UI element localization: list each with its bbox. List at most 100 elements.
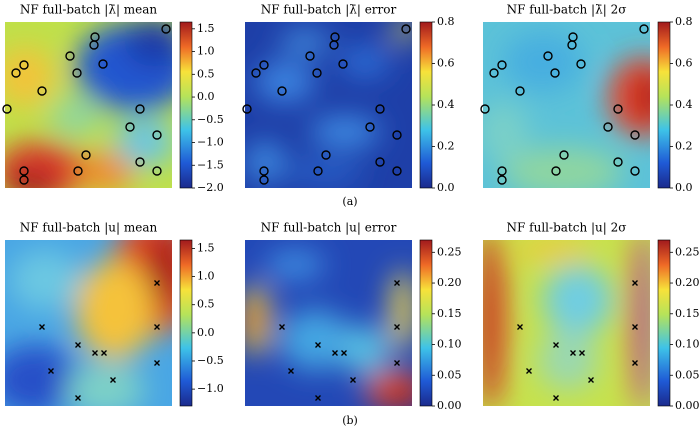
colorbar-tick-label: −1.0 — [197, 382, 224, 395]
heatmap-blob — [393, 22, 412, 40]
sensor-marker — [101, 350, 107, 356]
colorbar — [657, 239, 671, 407]
heatmap-blob — [265, 250, 325, 280]
colorbar-tick-label: 0.0 — [197, 90, 215, 103]
colorbar-tick-label: 0.4 — [675, 98, 693, 111]
sensor-marker — [341, 350, 347, 356]
heatmap-blob — [387, 388, 412, 406]
sensor-marker — [81, 150, 91, 160]
sensor-marker — [567, 40, 577, 50]
heatmap-blob — [483, 102, 528, 162]
colorbar-tick-label: 0.2 — [437, 140, 455, 153]
sensor-marker — [630, 130, 640, 140]
heatmap-blob — [125, 22, 172, 67]
colorbar-tick-label: 0.2 — [675, 140, 693, 153]
heatmap-panel — [245, 240, 412, 406]
colorbar-tick-label: 0.25 — [437, 245, 462, 258]
heatmap-field — [5, 22, 172, 188]
heatmap-blob — [285, 162, 365, 182]
sensor-marker — [305, 51, 315, 61]
colorbar-tick-label: 0.6 — [437, 57, 455, 70]
heatmap-blob — [635, 72, 650, 122]
sensor-marker — [489, 68, 499, 78]
heatmap-blob — [608, 57, 650, 137]
heatmap-blob — [340, 325, 390, 375]
colorbar-tick-label: 0.05 — [437, 368, 462, 381]
sensor-marker — [365, 122, 375, 132]
sensor-marker — [135, 104, 145, 114]
sensor-marker — [65, 51, 75, 61]
colorbar — [179, 239, 193, 407]
sensor-marker — [75, 395, 81, 401]
sensor-marker — [497, 166, 507, 176]
sensor-marker — [338, 59, 348, 69]
heatmap-blob — [10, 250, 80, 310]
sensor-marker — [277, 86, 287, 96]
heatmap-blob — [483, 240, 491, 406]
sensor-marker — [639, 24, 649, 34]
panel-title: NF full-batch |λ̄| error — [261, 3, 397, 17]
sensor-marker — [48, 368, 54, 374]
sensor-marker — [135, 157, 145, 167]
colorbar-tick-label: 0.00 — [675, 399, 700, 412]
sensor-marker — [92, 350, 98, 356]
colorbar-tick-label: −1.5 — [197, 158, 224, 171]
colorbar-tick-label: 0.15 — [437, 307, 462, 320]
sensor-marker — [497, 60, 507, 70]
sensor-marker — [553, 395, 559, 401]
heatmap-blobs — [483, 32, 650, 188]
panel-title: NF full-batch |u| 2σ — [507, 221, 627, 235]
colorbar-tick-label: 0.0 — [675, 181, 693, 194]
sensor-marker — [259, 166, 269, 176]
sensor-marker — [152, 130, 162, 140]
sensor-marker — [315, 342, 321, 348]
sensor-marker — [73, 166, 83, 176]
colorbar-tick-label: 0.5 — [197, 67, 215, 80]
sensor-marker — [375, 157, 385, 167]
sensor-marker — [613, 104, 623, 114]
sensor-marker — [332, 350, 338, 356]
heatmap-blob — [75, 260, 155, 360]
colorbar-tick-label: 0.0 — [197, 326, 215, 339]
heatmap-blob — [5, 345, 80, 406]
heatmap-blob — [280, 310, 350, 370]
sensor-marker — [154, 324, 160, 330]
sensor-marker — [279, 324, 285, 330]
colorbar — [419, 21, 433, 189]
colorbar-tick-label: −2.0 — [197, 181, 224, 194]
sensor-marker — [89, 40, 99, 50]
colorbar — [419, 239, 433, 407]
colorbar-tick-label: 0.0 — [437, 181, 455, 194]
sensor-marker — [161, 24, 171, 34]
colorbar-tick-label: 0.00 — [437, 399, 462, 412]
heatmap-blob — [5, 47, 55, 107]
panel-title: NF full-batch |u| mean — [20, 221, 158, 235]
sensor-marker — [632, 280, 638, 286]
sensor-marker — [19, 166, 29, 176]
colorbar — [657, 21, 671, 189]
heatmap-blob — [310, 117, 380, 147]
sensor-marker — [394, 280, 400, 286]
colorbar-tick-label: 0.8 — [675, 15, 693, 28]
colorbar-tick-label: −0.5 — [197, 354, 224, 367]
colorbar-tick-label: 0.20 — [675, 276, 700, 289]
colorbar-tick-label: −1.0 — [197, 136, 224, 149]
sensor-marker — [392, 166, 402, 176]
sensor-marker — [125, 122, 135, 132]
heatmap-blob — [543, 265, 613, 335]
heatmap-blobs — [5, 22, 172, 188]
sensor-marker — [394, 324, 400, 330]
heatmap-blob — [538, 330, 598, 390]
sensor-marker — [603, 122, 613, 132]
sensor-marker — [19, 60, 29, 70]
sensor-marker — [72, 68, 82, 78]
sensor-marker — [313, 166, 323, 176]
heatmap-field — [483, 240, 650, 406]
colorbar-tick-label: 0.05 — [675, 368, 700, 381]
panel-title: NF full-batch |λ̄| mean — [20, 3, 158, 17]
sensor-marker — [579, 350, 585, 356]
sensor-marker — [259, 175, 269, 185]
caption: (a) — [342, 195, 357, 208]
heatmap-blob — [245, 142, 285, 182]
sensor-marker — [259, 60, 269, 70]
